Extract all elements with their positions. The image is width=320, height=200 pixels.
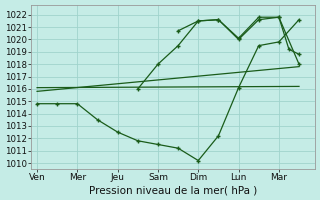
- X-axis label: Pression niveau de la mer( hPa ): Pression niveau de la mer( hPa ): [89, 185, 257, 195]
